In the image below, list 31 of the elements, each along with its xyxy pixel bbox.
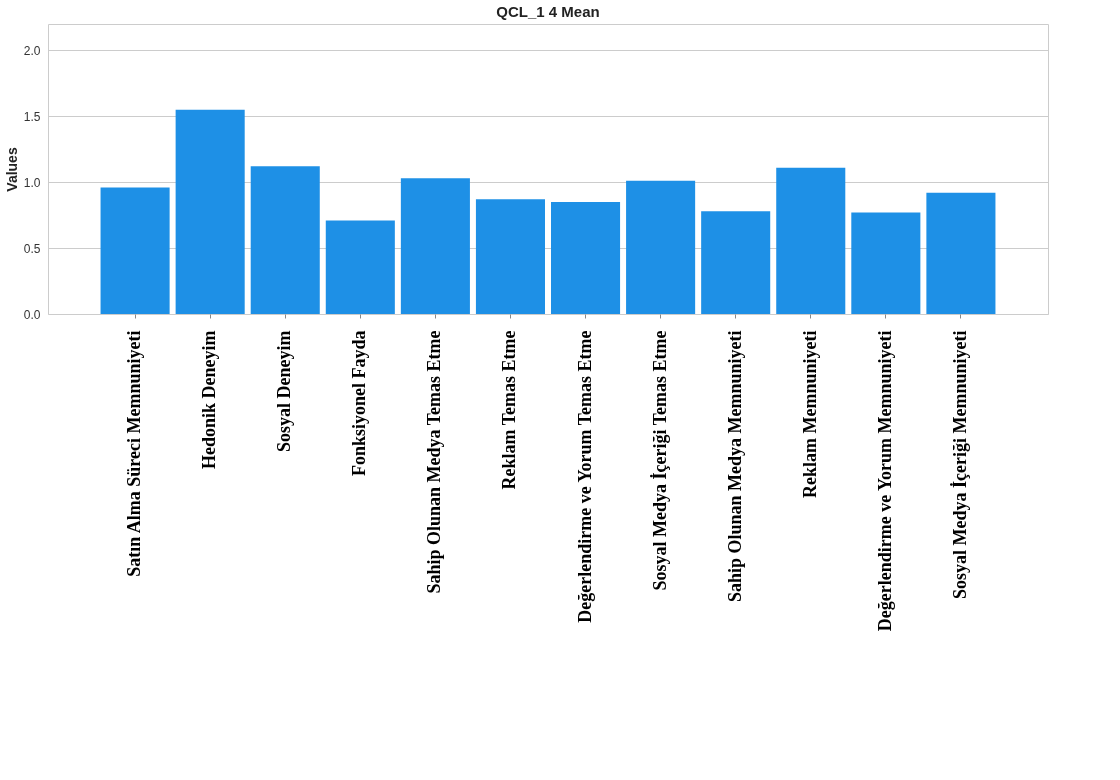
bar <box>325 220 395 314</box>
x-tick-label: Sosyal Medya İçeriği Memnuniyeti <box>949 330 970 599</box>
x-tick-label: Fonksiyonel Fayda <box>349 330 370 477</box>
bar <box>926 192 996 314</box>
bar <box>475 199 545 314</box>
bar <box>100 187 170 314</box>
x-tick-label: Sosyal Medya İçeriği Temas Etme <box>649 330 670 591</box>
y-tick-label: 2.0 <box>23 43 41 58</box>
chart-title: QCL_1 4 Mean <box>496 3 600 20</box>
bar <box>626 180 696 314</box>
bar <box>776 167 846 314</box>
bar <box>851 212 921 314</box>
bar <box>701 211 771 314</box>
y-tick-label: 0.5 <box>23 241 41 256</box>
x-tick-label: Sosyal Deneyim <box>274 330 295 452</box>
x-tick-label: Değerlendirme ve Yorum Temas Etme <box>574 330 595 623</box>
bar <box>250 166 320 314</box>
y-axis-title: Values <box>3 147 20 192</box>
x-tick-label: Değerlendirme ve Yorum Memnuniyeti <box>874 330 895 632</box>
y-tick-label: 0.0 <box>23 307 41 322</box>
x-tick-label: Satın Alma Süreci Memnuniyeti <box>124 330 145 577</box>
x-tick-label: Reklam Temas Etme <box>499 330 520 490</box>
y-tick-label: 1.5 <box>23 109 41 124</box>
x-tick-label: Sahip Olunan Medya Temas Etme <box>424 330 445 594</box>
x-tick-label: Reklam Memnuniyeti <box>799 330 820 498</box>
x-tick-label: Hedonik Deneyim <box>199 330 220 470</box>
y-tick-label: 1.0 <box>23 175 41 190</box>
bar <box>175 109 245 314</box>
bar <box>551 201 621 314</box>
bar <box>400 178 470 314</box>
x-tick-label: Sahip Olunan Medya Memnuniyeti <box>724 330 745 603</box>
